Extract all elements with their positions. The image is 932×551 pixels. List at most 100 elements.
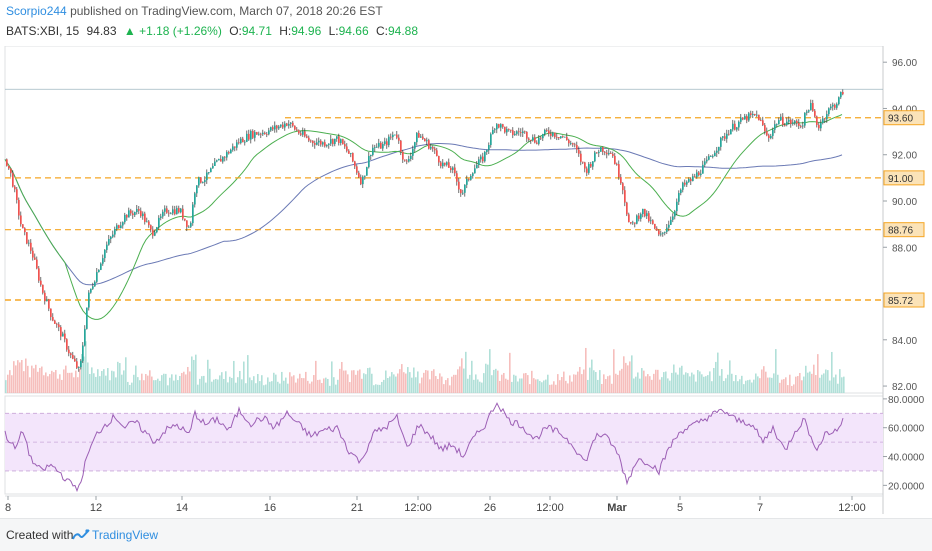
volume-bar (205, 382, 207, 393)
candle-up (776, 124, 778, 126)
author-link[interactable]: Scorpio244 (6, 4, 67, 18)
volume-bar (165, 373, 167, 393)
volume-bar (411, 377, 413, 393)
candle-up (826, 114, 828, 120)
candle-up (632, 222, 634, 224)
volume-bar (157, 378, 159, 393)
candlesticks (6, 89, 844, 372)
open-label: O: (229, 24, 242, 38)
candle-down (624, 190, 626, 203)
volume-bar (187, 366, 189, 393)
volume-bar (123, 370, 125, 393)
candle-up (412, 148, 414, 156)
candle-up (650, 220, 652, 222)
volume-bar (215, 378, 217, 393)
volume-bar (481, 382, 483, 393)
volume-bar (329, 385, 331, 393)
candle-down (568, 140, 570, 144)
candle-up (736, 127, 738, 130)
candle-up (452, 167, 454, 170)
volume-bar (629, 361, 631, 393)
candle-down (32, 250, 34, 258)
volume-bar (315, 360, 317, 393)
candle-up (700, 173, 702, 176)
candle-up (738, 121, 740, 128)
volume-bar (795, 376, 797, 393)
candle-up (408, 159, 410, 162)
volume-bar (439, 373, 441, 393)
price-chart[interactable]: 96.00 94.00 92.00 90.00 88.00 84.00 82.00 93.60… (0, 46, 932, 518)
candle-down (356, 166, 358, 173)
volume-bar (37, 371, 39, 393)
candle-up (158, 217, 160, 228)
candle-up (240, 138, 242, 143)
candle-up (804, 112, 806, 126)
volume-bar (95, 376, 97, 393)
level-price-label: 85.72 (888, 296, 913, 307)
candle-up (254, 132, 256, 138)
volume-bar (671, 372, 673, 393)
publish-info: Scorpio244 published on TradingView.com,… (6, 4, 383, 18)
volume-bar (239, 370, 241, 393)
candle-down (72, 354, 74, 359)
volume-bar (349, 382, 351, 393)
candle-up (28, 242, 30, 244)
volume-bar (453, 374, 455, 393)
candle-up (830, 106, 832, 109)
volume-bar (327, 378, 329, 393)
volume-bar (383, 379, 385, 393)
candle-up (756, 114, 758, 116)
volume-bar (763, 366, 765, 393)
candle-up (156, 227, 158, 233)
candle-up (258, 133, 260, 135)
volume-bar (829, 380, 831, 393)
candle-up (128, 210, 130, 218)
volume-bar (461, 358, 463, 393)
volume-bar (291, 376, 293, 393)
volume-bar (161, 375, 163, 393)
level-price-tag (883, 222, 925, 238)
symbol-label[interactable]: BATS:XBI, 15 (6, 24, 80, 38)
volume-bar (107, 368, 109, 393)
volume-bar (313, 375, 315, 393)
volume-bar (81, 354, 83, 393)
rsi-line (4, 402, 844, 493)
volume-bar (749, 379, 751, 393)
volume-bar (649, 376, 651, 393)
volume-bar (517, 381, 519, 393)
candle-up (372, 147, 374, 155)
volume-bar (141, 373, 143, 393)
candle-up (692, 176, 694, 182)
volume-bar (137, 377, 139, 393)
volume-bar (285, 377, 287, 393)
candle-down (24, 228, 26, 233)
volume-bar (679, 367, 681, 393)
low-value: 94.66 (338, 24, 369, 38)
price-change: +1.18 (+1.26%) (139, 24, 222, 38)
candle-up (218, 158, 220, 161)
tradingview-link[interactable]: TradingView (92, 528, 159, 542)
volume-bar (19, 362, 21, 393)
volume-bar (697, 370, 699, 393)
candle-down (186, 220, 188, 227)
candle-up (96, 272, 98, 282)
volume-bar (189, 371, 191, 393)
volume-bar (387, 377, 389, 393)
volume-bar (103, 369, 105, 393)
volume-bar (391, 372, 393, 393)
candle-down (580, 153, 582, 162)
candle-down (286, 123, 288, 126)
level-price-label: 91.00 (888, 174, 913, 185)
candle-up (772, 129, 774, 136)
candle-down (498, 124, 500, 128)
volume-bar (93, 373, 95, 393)
volume-bar (645, 376, 647, 393)
volume-bar (625, 362, 627, 393)
candle-down (610, 152, 612, 154)
time-tick-label: 7 (757, 502, 763, 514)
volume-bar (261, 375, 263, 393)
candle-down (734, 123, 736, 130)
volume-bar (621, 368, 623, 393)
volume-bar (599, 370, 601, 393)
volume-bar (265, 384, 267, 393)
